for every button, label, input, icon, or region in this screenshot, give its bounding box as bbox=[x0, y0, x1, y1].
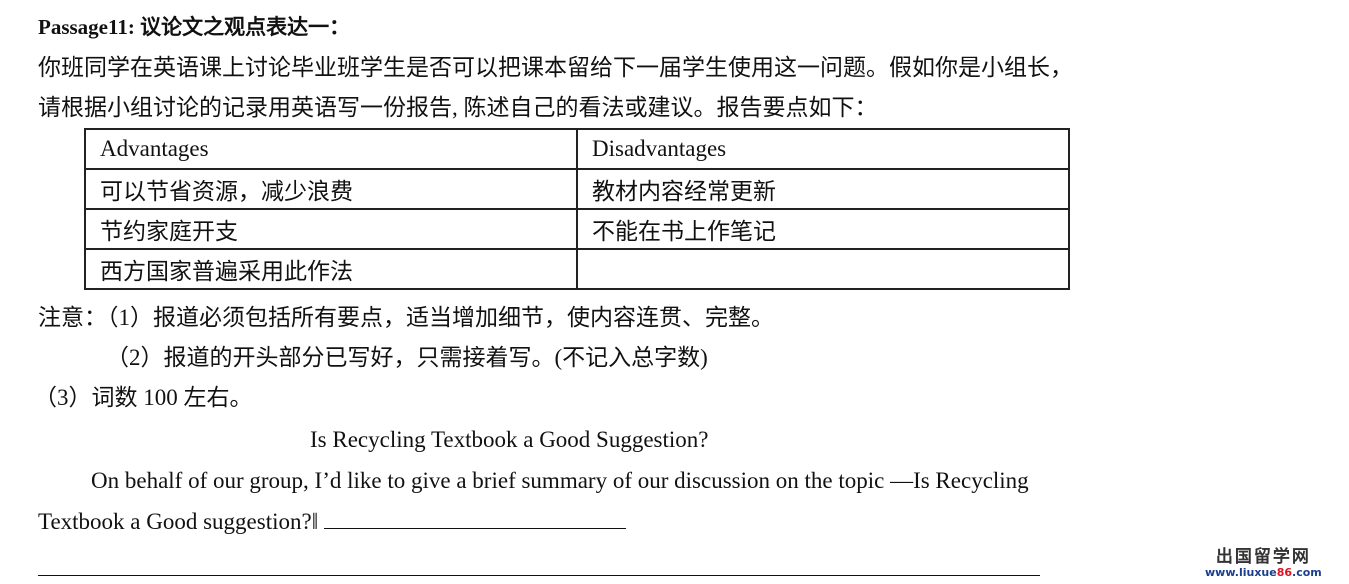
essay-line-1: On behalf of our group, I’d like to give… bbox=[91, 468, 1029, 493]
table-row: 节约家庭开支 不能在书上作笔记 bbox=[84, 208, 1070, 250]
table-cell: 西方国家普遍采用此作法 bbox=[84, 248, 578, 290]
watermark-url-c: .com bbox=[1292, 566, 1322, 579]
note-2: （2）报道的开头部分已写好，只需接着写。(不记入总字数) bbox=[106, 345, 708, 370]
table-header-row: Advantages Disadvantages bbox=[84, 128, 1070, 170]
watermark-url-b: 86 bbox=[1276, 566, 1293, 579]
header-advantages: Advantages bbox=[84, 128, 578, 170]
passage-title: Passage11: 议论文之观点表达一： bbox=[38, 15, 351, 39]
table-cell: 教材内容经常更新 bbox=[576, 168, 1070, 210]
intro-line-1: 你班同学在英语课上讨论毕业班学生是否可以把课本留给下一届学生使用这一问题。假如你… bbox=[38, 55, 1073, 80]
table-row: 可以节省资源，减少浪费 教材内容经常更新 bbox=[84, 168, 1070, 210]
answer-blank bbox=[323, 506, 626, 529]
points-table: Advantages Disadvantages 可以节省资源，减少浪费 教材内… bbox=[84, 128, 1070, 290]
essay-line-2: Textbook a Good suggestion?‖ bbox=[38, 506, 626, 537]
essay-line-2-text: Textbook a Good suggestion?‖ bbox=[38, 509, 319, 534]
watermark-url-a: www.liuxue bbox=[1205, 566, 1277, 579]
answer-line bbox=[38, 575, 1040, 576]
note-1: 注意：（1）报道必须包括所有要点，适当增加细节，使内容连贯、完整。 bbox=[38, 305, 774, 330]
table-cell: 可以节省资源，减少浪费 bbox=[84, 168, 578, 210]
watermark-logo: 出国留学网 www.liuxue86.com bbox=[1205, 548, 1322, 579]
watermark-url: www.liuxue86.com bbox=[1205, 566, 1322, 579]
table-cell bbox=[576, 248, 1070, 290]
note-3: （3）词数 100 左右。 bbox=[34, 385, 253, 410]
table-row: 西方国家普遍采用此作法 bbox=[84, 248, 1070, 290]
essay-title: Is Recycling Textbook a Good Suggestion? bbox=[310, 427, 709, 452]
table-cell: 节约家庭开支 bbox=[84, 208, 578, 250]
watermark-cn: 出国留学网 bbox=[1215, 547, 1311, 567]
intro-line-2: 请根据小组讨论的记录用英语写一份报告, 陈述自己的看法或建议。报告要点如下： bbox=[38, 95, 878, 120]
header-disadvantages: Disadvantages bbox=[576, 128, 1070, 170]
table-cell: 不能在书上作笔记 bbox=[576, 208, 1070, 250]
